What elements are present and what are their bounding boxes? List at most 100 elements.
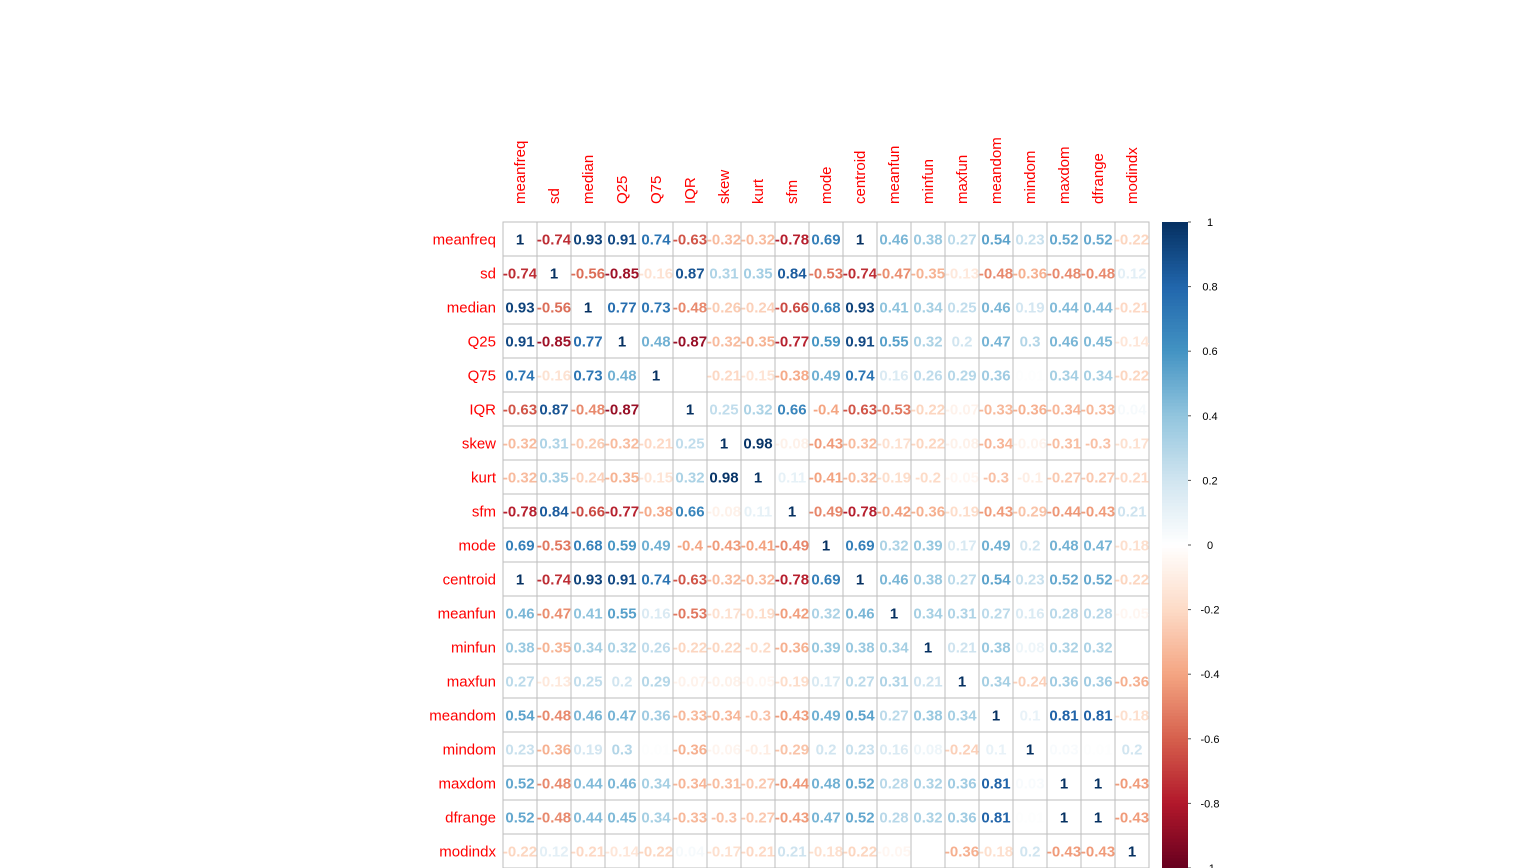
colorbar-tick-label: 0.4 bbox=[1202, 411, 1217, 423]
cell-value-sd-maxdom: -0.48 bbox=[1047, 266, 1081, 283]
cell-median-maxdom bbox=[1046, 289, 1082, 325]
cell-value-mode-mode: 1 bbox=[822, 538, 830, 555]
cell-value-meanfreq-dfrange: 0.52 bbox=[1083, 232, 1112, 249]
colorbar-segment bbox=[1162, 305, 1188, 310]
cell-value-meandom-modindx: -0.18 bbox=[1115, 708, 1149, 725]
cell-meanfun-Q75 bbox=[638, 595, 674, 631]
colorbar-segment bbox=[1162, 674, 1188, 679]
cell-value-maxdom-median: 0.44 bbox=[573, 776, 603, 793]
cell-centroid-skew bbox=[706, 561, 742, 597]
cell-centroid-modindx bbox=[1114, 561, 1150, 597]
colorbar-segment bbox=[1162, 835, 1188, 840]
cell-maxdom-meanfreq bbox=[502, 765, 538, 801]
colorbar-segment bbox=[1162, 503, 1188, 507]
cell-skew-sfm bbox=[774, 425, 810, 461]
cell-Q25-centroid bbox=[842, 323, 878, 359]
cell-maxdom-sd bbox=[536, 765, 572, 801]
cell-value-kurt-dfrange: -0.27 bbox=[1081, 470, 1115, 487]
colorbar-segment bbox=[1162, 322, 1188, 326]
column-labels: meanfreq sd median Q25 Q75 IQR skew kurt sfm mode… bbox=[512, 137, 1141, 204]
cell-value-modindx-median: -0.21 bbox=[571, 844, 605, 861]
cell-dfrange-kurt bbox=[740, 799, 776, 835]
cell-meanfun-Q25 bbox=[604, 595, 640, 631]
cell-meanfun-meandom bbox=[978, 595, 1014, 631]
cell-meandom-sd bbox=[536, 697, 572, 733]
cell-modindx-IQR bbox=[672, 833, 708, 868]
colorbar-segment bbox=[1162, 667, 1188, 672]
row-label-meanfreq: meanfreq bbox=[433, 232, 496, 249]
cell-value-meandom-Q75: 0.36 bbox=[641, 708, 670, 725]
colorbar-segment bbox=[1162, 677, 1188, 682]
cell-median-meanfun bbox=[876, 289, 912, 325]
cell-value-modindx-maxfun: -0.36 bbox=[945, 844, 979, 861]
colorbar-segment bbox=[1162, 764, 1188, 769]
cell-value-sfm-meanfreq: -0.78 bbox=[503, 504, 537, 521]
colorbar-segment bbox=[1162, 645, 1188, 649]
colorbar-segment bbox=[1162, 409, 1188, 414]
cell-value-Q75-Q25: 0.48 bbox=[607, 368, 636, 385]
cell-value-Q75-mode: 0.49 bbox=[811, 368, 840, 385]
colorbar-segment bbox=[1162, 767, 1188, 772]
cell-value-dfrange-IQR: -0.33 bbox=[673, 810, 707, 827]
cell-value-centroid-IQR: -0.63 bbox=[673, 572, 707, 589]
cell-value-maxfun-kurt: -0.05 bbox=[741, 674, 775, 691]
colorbar-segment bbox=[1162, 793, 1188, 798]
colorbar-segment bbox=[1162, 632, 1188, 637]
cell-value-skew-maxfun: -0.08 bbox=[945, 436, 979, 453]
cell-value-minfun-mindom: 0.08 bbox=[1015, 640, 1044, 657]
col-label-skew: skew bbox=[716, 170, 733, 204]
cell-maxdom-maxdom bbox=[1046, 765, 1082, 801]
colorbar-segment bbox=[1162, 289, 1188, 294]
cell-value-meanfreq-maxfun: 0.27 bbox=[947, 232, 976, 249]
colorbar-segment bbox=[1162, 590, 1188, 595]
cell-value-sd-median: -0.56 bbox=[571, 266, 605, 283]
cell-centroid-IQR bbox=[672, 561, 708, 597]
colorbar-segment bbox=[1162, 512, 1188, 517]
cell-value-sd-meandom: -0.48 bbox=[979, 266, 1013, 283]
cell-value-sfm-meandom: -0.43 bbox=[979, 504, 1013, 521]
cell-value-maxfun-maxfun: 1 bbox=[958, 674, 966, 691]
cell-Q25-modindx bbox=[1114, 323, 1150, 359]
colorbar-segment bbox=[1162, 616, 1188, 620]
colorbar-segment bbox=[1162, 732, 1188, 737]
colorbar-segment bbox=[1162, 467, 1188, 472]
cell-minfun-Q25 bbox=[604, 629, 640, 665]
cell-meanfreq-modindx bbox=[1114, 221, 1150, 257]
row-label-centroid: centroid bbox=[443, 572, 496, 589]
colorbar-segment bbox=[1162, 554, 1188, 559]
cell-maxfun-median bbox=[570, 663, 606, 699]
cell-minfun-IQR bbox=[672, 629, 708, 665]
cell-value-kurt-meanfreq: -0.32 bbox=[503, 470, 537, 487]
cell-mode-minfun bbox=[910, 527, 946, 563]
cell-value-skew-skew: 1 bbox=[720, 436, 728, 453]
cell-sd-meanfun bbox=[876, 255, 912, 291]
cell-meanfun-maxfun bbox=[944, 595, 980, 631]
cell-value-skew-Q75: -0.21 bbox=[639, 436, 673, 453]
cell-value-kurt-kurt: 1 bbox=[754, 470, 762, 487]
cell-value-maxfun-dfrange: 0.36 bbox=[1083, 674, 1112, 691]
cell-value-skew-sd: 0.31 bbox=[539, 436, 568, 453]
cell-value-median-mindom: 0.19 bbox=[1015, 300, 1044, 317]
colorbar-segment bbox=[1162, 690, 1188, 695]
cell-value-modindx-maxdom: -0.43 bbox=[1047, 844, 1081, 861]
colorbar-segment bbox=[1162, 402, 1188, 407]
colorbar-segment bbox=[1162, 509, 1188, 514]
colorbar-segment bbox=[1162, 545, 1188, 549]
cell-skew-skew bbox=[706, 425, 742, 461]
cell-meandom-meandom bbox=[978, 697, 1014, 733]
cell-value-Q75-Q75: 1 bbox=[652, 368, 660, 385]
colorbar-segment bbox=[1162, 519, 1188, 523]
cell-value-maxfun-sfm: -0.19 bbox=[775, 674, 809, 691]
cell-value-IQR-dfrange: -0.33 bbox=[1081, 402, 1115, 419]
cell-value-modindx-sd: 0.12 bbox=[539, 844, 568, 861]
cell-value-IQR-IQR: 1 bbox=[686, 402, 694, 419]
cell-meanfreq-dfrange bbox=[1080, 221, 1116, 257]
cell-meandom-sfm bbox=[774, 697, 810, 733]
cell-Q25-sd bbox=[536, 323, 572, 359]
cell-value-skew-kurt: 0.98 bbox=[743, 436, 772, 453]
cell-meanfreq-sd bbox=[536, 221, 572, 257]
cell-value-maxfun-minfun: 0.21 bbox=[913, 674, 942, 691]
cell-value-IQR-modindx: 0.04 bbox=[1117, 402, 1147, 419]
cell-value-IQR-maxdom: -0.34 bbox=[1047, 402, 1082, 419]
row-label-modindx: modindx bbox=[439, 844, 496, 861]
